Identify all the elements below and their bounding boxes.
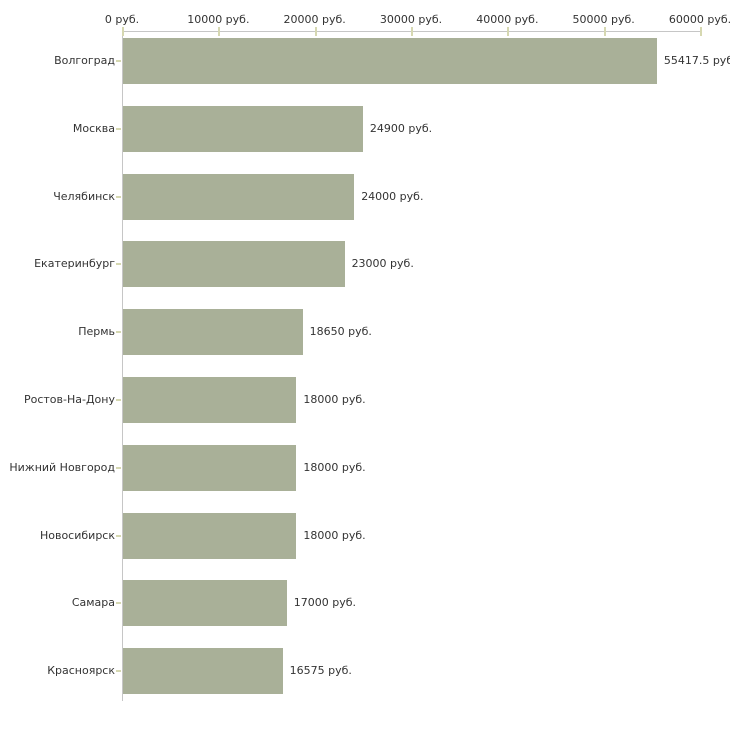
x-tick-mark <box>314 27 317 36</box>
x-tick-mark <box>411 27 413 36</box>
category-label: Волгоград <box>54 54 115 67</box>
value-label: 18000 руб. <box>303 528 366 542</box>
value-label: 55417.5 руб <box>663 54 730 67</box>
x-axis: 0 руб. 10000 руб. 20000 руб. 30000 руб. 4000… <box>105 12 730 27</box>
bar <box>123 648 283 695</box>
value-label: 24900 руб. <box>369 121 433 135</box>
bar <box>123 173 355 220</box>
bar-row: Красноярск 16575 руб. <box>47 648 701 695</box>
bar-row: Нижний Новгород 18000 руб. <box>9 444 701 491</box>
y-tick-mark <box>116 331 121 334</box>
bar-row: Челябинск 24000 руб. <box>53 173 701 220</box>
bar <box>123 377 297 423</box>
x-tick-mark <box>603 27 606 36</box>
category-label: Красноярск <box>47 664 115 678</box>
bar-row: Пермь 18650 руб. <box>78 309 701 356</box>
x-tick-label: 30000 руб. <box>379 13 443 26</box>
bar-row: Самара 17000 руб. <box>72 580 701 627</box>
value-label: 23000 руб. <box>351 257 414 271</box>
value-label: 18650 руб. <box>309 325 372 339</box>
x-tick-label: 10000 руб. <box>187 13 250 26</box>
bar-row: Екатеринбург 23000 руб. <box>34 241 701 288</box>
value-label: 18000 руб. <box>303 393 366 406</box>
category-label: Самара <box>71 596 115 610</box>
bar <box>123 309 303 356</box>
bar-row: Волгоград 55417.5 руб <box>54 38 730 84</box>
category-label: Новосибирск <box>39 528 115 542</box>
y-tick-mark <box>116 195 121 198</box>
y-tick-mark <box>116 534 121 537</box>
y-tick-mark <box>116 466 121 469</box>
category-label: Челябинск <box>53 189 115 203</box>
y-tick-mark <box>116 670 121 673</box>
bar-row: Новосибирск 18000 руб. <box>40 512 701 559</box>
bar <box>123 512 297 559</box>
x-tick-label: 0 руб. <box>104 13 140 26</box>
x-tick-label: 40000 руб. <box>476 13 539 26</box>
plot-area: Волгоград 55417.5 руб Москва 24900 руб. … <box>9 27 730 701</box>
bar <box>123 105 363 152</box>
category-label: Нижний Новгород <box>9 460 115 474</box>
bar-row: Москва 24900 руб. <box>73 105 701 152</box>
y-tick-mark <box>116 263 121 266</box>
y-tick-mark <box>116 399 121 401</box>
x-tick-label: 20000 руб. <box>283 13 346 26</box>
x-tick-mark <box>218 27 221 36</box>
bar <box>123 241 345 288</box>
value-label: 24000 руб. <box>361 189 424 203</box>
category-label: Пермь <box>78 325 115 339</box>
y-tick-mark <box>116 60 121 62</box>
value-label: 18000 руб. <box>303 460 366 474</box>
value-label: 17000 руб. <box>293 596 357 610</box>
bar-row: Ростов-На-Дону 18000 руб. <box>24 377 701 423</box>
x-tick-label: 60000 руб. <box>668 13 730 26</box>
value-label: 16575 руб. <box>289 664 352 678</box>
x-tick-mark <box>507 27 510 36</box>
y-tick-mark <box>116 127 121 130</box>
y-tick-mark <box>116 602 121 605</box>
x-tick-mark <box>700 27 702 36</box>
bar <box>123 38 657 84</box>
category-label: Ростов-На-Дону <box>23 393 115 406</box>
x-tick-label: 50000 руб. <box>572 13 635 26</box>
bar <box>123 580 287 627</box>
x-tick-mark <box>122 27 124 36</box>
category-label: Екатеринбург <box>34 257 115 271</box>
bar <box>123 444 297 491</box>
category-label: Москва <box>72 121 115 135</box>
